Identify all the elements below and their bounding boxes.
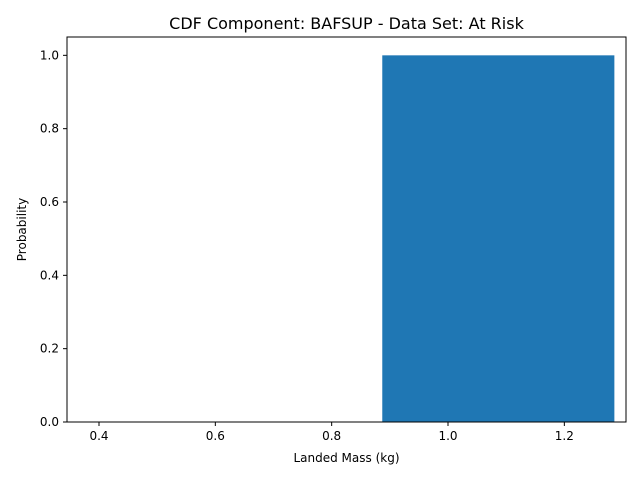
y-tick-label: 0.8 [40, 122, 59, 136]
y-tick-label: 0.2 [40, 342, 59, 356]
y-tick-label: 0.4 [40, 268, 59, 282]
x-axis-label: Landed Mass (kg) [293, 451, 399, 465]
x-axis-ticks: 0.4 0.6 0.8 1.0 1.2 [89, 422, 574, 443]
chart-title: CDF Component: BAFSUP - Data Set: At Ris… [169, 14, 524, 33]
plot-frame [66, 36, 627, 423]
bar-0 [382, 55, 615, 422]
y-axis-label: Probability [15, 198, 29, 261]
x-tick-label: 0.6 [206, 429, 225, 443]
x-tick-label: 1.2 [555, 429, 574, 443]
x-tick-label: 0.8 [322, 429, 341, 443]
x-tick-label: 1.0 [438, 429, 457, 443]
bars-layer [382, 55, 615, 422]
y-axis-ticks: 0.0 0.2 0.4 0.6 0.8 1.0 [40, 48, 67, 429]
y-tick-label: 1.0 [40, 48, 59, 62]
x-tick-label: 0.4 [89, 429, 108, 443]
y-tick-label: 0.0 [40, 415, 59, 429]
y-tick-label: 0.6 [40, 195, 59, 209]
